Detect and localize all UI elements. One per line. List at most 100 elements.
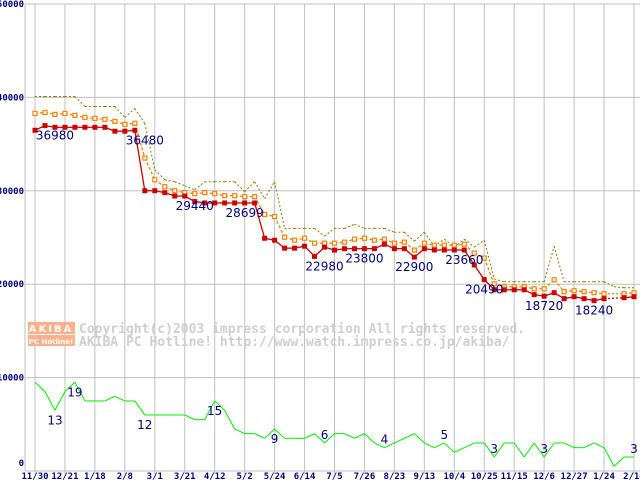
series-count [34,381,634,467]
count-segment [34,381,46,392]
count-segment [384,442,395,449]
min-point [541,293,547,299]
x-tick-label: 11/30 [21,472,48,480]
count-segment [454,447,465,453]
min-point [132,127,138,133]
annotation-label: 3 [540,442,548,456]
average-point [451,242,457,248]
min-point [381,241,387,247]
min-point [621,295,627,301]
count-segment [64,381,76,392]
average-point [252,193,258,200]
max-segment [124,108,136,118]
max-segment [244,181,255,192]
count-segment [523,442,535,458]
max-segment [473,239,485,248]
count-segment [563,442,575,449]
average-point [192,191,198,197]
count-segment [424,442,435,449]
annotation-label: 29440 [176,199,214,213]
x-tick-label: 1/24 [593,472,615,480]
series-average [32,109,637,297]
count-segment [483,442,495,458]
count-segment [364,433,375,444]
annotation-label: 18240 [575,304,613,318]
max-segment [234,181,246,192]
average-point [481,255,487,261]
annotation-label: 36980 [36,129,74,143]
logo-top-text: AKIBA [29,324,74,335]
max-segment [184,185,195,191]
count-segment [274,428,285,439]
average-point [591,290,597,296]
average-point [291,237,298,243]
count-segment [414,433,425,444]
average-point [461,241,467,247]
annotation-label: 15 [207,404,222,418]
average-point [102,116,108,122]
max-segment [354,223,365,229]
min-point [511,287,517,293]
average-point [222,193,228,199]
min-point [332,247,337,253]
x-tick-label: 12/6 [533,472,555,480]
max-segment [164,179,175,183]
count-segment [304,433,315,439]
series-max [35,96,634,289]
x-tick-label: 3/21 [174,472,196,480]
average-point [491,281,497,287]
x-tick-label: 4/12 [204,472,226,480]
average-point [391,240,397,246]
min-point [361,246,367,252]
min-point [62,124,68,130]
max-segment [134,108,146,124]
average-point [621,291,627,297]
average-point [122,121,128,127]
count-segment [354,433,365,439]
min-point [252,200,258,206]
min-point [192,199,198,205]
average-point [531,286,537,292]
min-point [401,246,407,252]
average-point [361,235,368,241]
min-point [262,235,268,241]
average-point [32,110,38,117]
annotation-label: 22900 [395,260,433,274]
series-layer [32,96,637,467]
min-point [272,237,278,243]
count-segment [134,400,146,416]
annotation-label: 3 [490,442,498,456]
logo-bottom-text: PC Hotline! [29,338,73,346]
annotation-label: 12 [137,418,152,432]
count-segment [543,442,555,458]
max-segment [423,231,435,247]
count-segment [224,410,236,430]
x-tick-label: 1/18 [84,472,106,480]
average-point [421,240,427,246]
watermark-copyright: Copyright(c)2003 impress corporation All… [79,322,525,337]
count-segment [44,391,56,411]
min-point [351,246,357,252]
x-tick-label: 5/2 [237,472,253,480]
average-point [232,193,238,199]
akiba-logo: AKIBA PC Hotline! [28,322,75,346]
x-tick-label: 7/26 [354,472,376,480]
average-point [411,247,417,253]
count-segment [314,433,325,444]
max-segment [603,281,615,288]
y-tick-label: 10000 [0,374,24,384]
average-segment [144,157,156,181]
max-segment [494,278,505,283]
count-segment [204,400,216,420]
min-point [42,123,48,129]
average-point [42,109,48,116]
y-tick-label: 30000 [0,187,24,197]
count-segment [513,442,525,458]
annotation-label: 20490 [465,283,503,297]
count-segment [443,442,455,453]
count-segment [603,447,615,467]
annotation-label: 3 [630,442,638,456]
annotation-label: 9 [271,432,279,446]
min-point [561,296,567,302]
min-point [232,200,238,206]
